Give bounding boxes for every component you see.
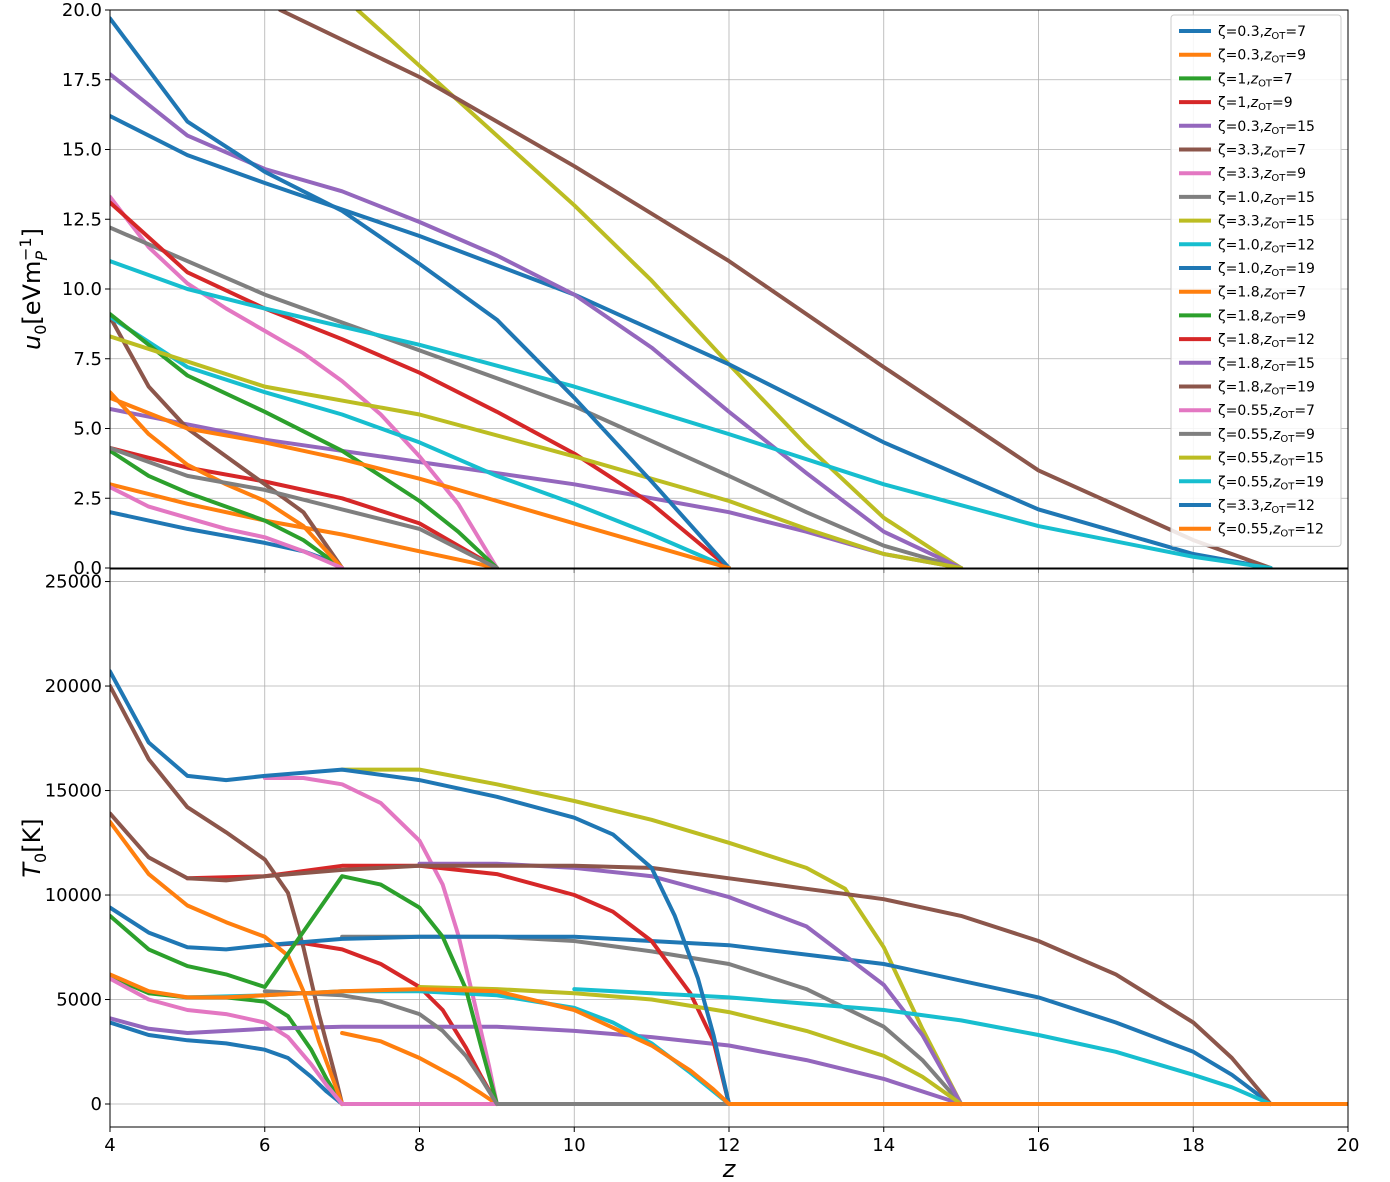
legend-entry: ζ=3.3,zOT=15 [1218,214,1315,232]
x-tick-label: 20 [1337,1135,1360,1156]
y-tick-label: 5000 [56,990,102,1011]
y-tick-label: 5.0 [73,419,102,440]
legend-entry: ζ=0.55,zOT=15 [1218,451,1324,469]
legend-entry: ζ=1.0,zOT=15 [1218,190,1315,208]
y-tick-label: 15.0 [62,140,102,161]
series-line-4 [110,446,499,568]
legend-entry: ζ=0.3,zOT=15 [1218,119,1315,137]
x-tick-label: 10 [563,1135,586,1156]
legend-entry: ζ=3.3,zOT=9 [1218,166,1306,184]
lower-panel: 0 5000 10000 15000 20000 25000 4 6 8 10 12 14 16 18 20… [18,568,1360,1182]
y-axis-label: u0[eVmP−1] [16,228,51,350]
series-line-18 [110,446,499,568]
legend-entry: ζ=1.8,zOT=7 [1218,285,1306,303]
series-line-6 [110,314,345,568]
y-tick-label: 2.5 [73,488,102,509]
series-group [110,10,1273,568]
legend-entry: ζ=0.55,zOT=12 [1218,522,1324,540]
legend-entry: ζ=1,zOT=7 [1218,71,1293,89]
x-axis-label: z [722,1155,737,1182]
legend-entry: ζ=1.8,zOT=15 [1218,356,1315,374]
series-line-21 [110,669,731,1106]
series-line-1 [110,1020,345,1106]
legend-entry: ζ=0.3,zOT=9 [1218,48,1306,66]
series-line-14 [110,200,731,568]
series-line-17 [110,976,499,1106]
legend-entry: ζ=0.55,zOT=7 [1218,403,1315,421]
legend: ζ=0.3,zOT=7 ζ=0.3,zOT=9 ζ=1,zOT=7 ζ=1,zOT=9… [1170,14,1342,547]
series-line-10 [110,314,731,568]
series-line-8 [110,225,964,568]
series-line-21 [110,16,731,568]
y-tick-label: 17.5 [62,70,102,91]
series-line-13 [110,874,499,1106]
series-line-22 [110,972,1348,1106]
legend-entry: ζ=0.55,zOT=19 [1218,474,1324,492]
x-tick-label: 6 [259,1135,270,1156]
series-line-14 [185,863,731,1106]
x-tick-label: 16 [1027,1135,1050,1156]
legend-entry: ζ=3.3,zOT=12 [1218,498,1315,516]
y-tick-label: 10.0 [62,279,102,300]
series-line-3 [110,448,345,568]
legend-entry: ζ=1.0,zOT=12 [1218,237,1315,255]
series-line-11 [110,114,1273,568]
x-tick-label: 8 [414,1135,425,1156]
y-tick-label: 20.0 [62,0,102,21]
y-tick-label: 0 [91,1094,102,1115]
series-line-12 [110,819,345,1106]
y-tick-label: 12.5 [62,209,102,230]
x-tick-label: 14 [872,1135,895,1156]
series-line-2 [340,1031,499,1106]
grid [109,9,1349,569]
series-line-15 [110,72,964,568]
x-tick-label: 18 [1182,1135,1205,1156]
legend-entry: ζ=1.8,zOT=19 [1218,380,1315,398]
x-tick-label: 4 [104,1135,115,1156]
series-group [110,669,1348,1106]
series-line-7 [110,194,499,568]
x-tick-label: 12 [718,1135,741,1156]
series-line-16 [278,10,1273,568]
y-tick-label: 25000 [45,572,102,593]
legend-entry: ζ=3.3,zOT=7 [1218,143,1306,161]
series-line-19 [417,985,964,1106]
series-line-17 [110,485,345,568]
upper-panel: 0.0 2.5 5.0 7.5 10.0 12.5 15.0 17.5 20.0 u0[eVmP−… [16,0,1349,579]
legend-entry: ζ=1.8,zOT=12 [1218,332,1315,350]
legend-entry: ζ=0.55,zOT=9 [1218,427,1315,445]
series-line-22 [110,395,731,568]
y-tick-label: 0.0 [73,558,102,579]
legend-entry: ζ=1,zOT=9 [1218,95,1293,113]
legend-entry: ζ=1.0,zOT=19 [1218,261,1315,279]
y-tick-label: 10000 [45,885,102,906]
y-tick-label: 20000 [45,676,102,697]
series-line-20 [110,259,1273,568]
legend-entry: ζ=1.8,zOT=9 [1218,308,1306,326]
series-line-9 [340,767,964,1106]
series-line-11 [110,905,1273,1106]
series-line-9 [355,10,964,568]
series-line-5 [110,1016,964,1106]
y-axis-label: T0[K] [18,818,50,877]
legend-box [1170,14,1342,547]
y-tick-label: 7.5 [73,349,102,370]
series-line-2 [110,482,499,568]
legend-entry: ζ=0.3,zOT=7 [1218,24,1306,42]
y-tick-label: 15000 [45,781,102,802]
